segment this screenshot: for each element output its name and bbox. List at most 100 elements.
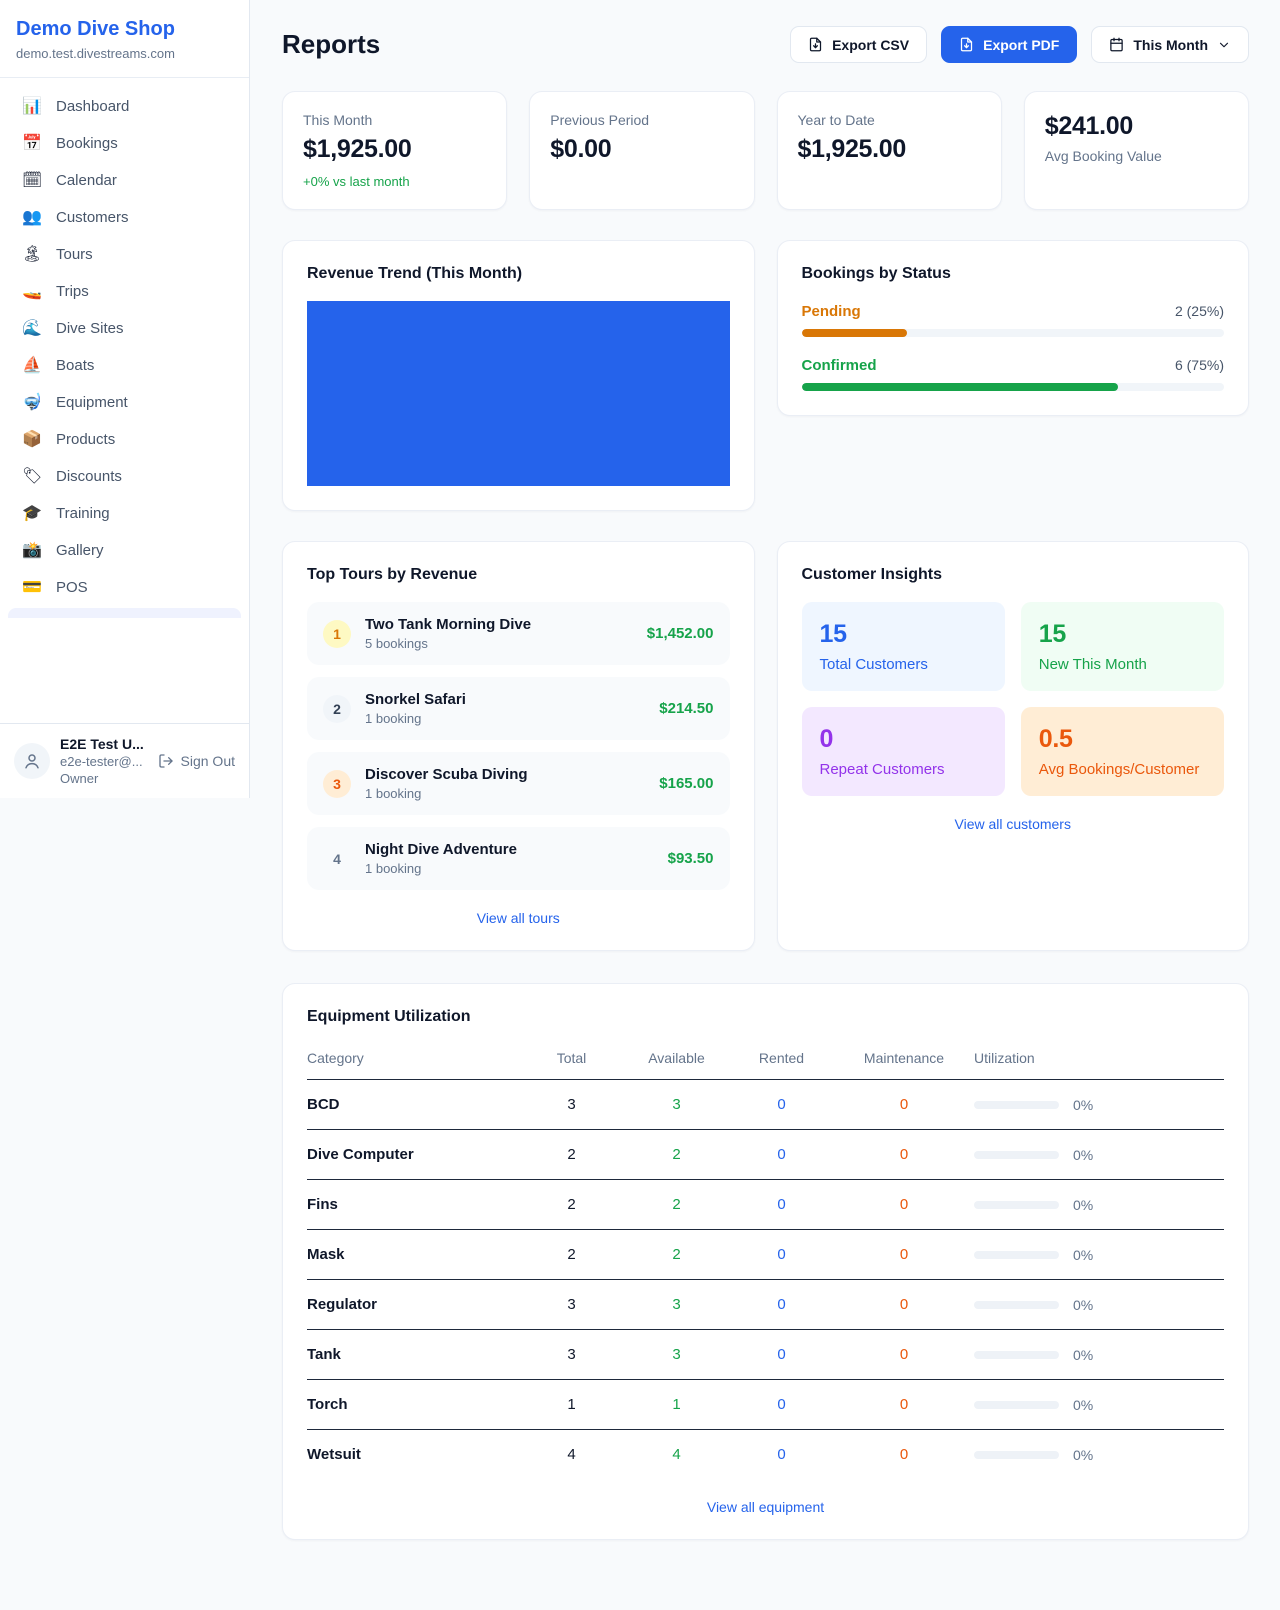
view-all-tours-link[interactable]: View all tours [476,910,560,926]
user-info: E2E Test U... e2e-tester@... Owner [60,736,148,786]
bookings-icon: 📅 [22,134,42,152]
stat-label: Avg Booking Value [1044,148,1162,164]
revenue-trend-card: Revenue Trend (This Month) [282,240,755,511]
utilization-cell: 0% [974,1129,1224,1180]
customer-insights-title: Customer Insights [801,566,942,583]
sidebar-item-calendar[interactable]: 🗓 Calendar [8,162,241,199]
view-all-equipment-link[interactable]: View all equipment [706,1499,825,1515]
file-download-icon [809,37,822,52]
table-row: Torch 1 1 0 0 0% [307,1379,1224,1430]
sidebar-item-gallery[interactable]: 📸 Gallery [8,532,241,569]
period-dropdown[interactable]: This Month [1091,26,1249,63]
rank-badge: 1 [323,619,351,648]
utilization-percent: 0% [1073,1296,1094,1313]
sidebar-item-products[interactable]: 📦 Products [8,421,241,458]
column-header: Category [307,1040,519,1080]
insights-row: Top Tours by Revenue 1 Two Tank Morning D… [282,541,1249,951]
user-name: E2E Test U... [60,736,144,752]
stat-card: Year to Date $1,925.00 [776,91,1002,210]
table-cell: 0 [899,1446,909,1463]
insight-value: 15 [819,620,848,648]
pos-icon: 💳 [22,578,42,596]
sidebar-item-dashboard[interactable]: 📊 Dashboard [8,88,241,125]
sidebar-item-boats[interactable]: ⛵ Boats [8,347,241,384]
status-list: Pending 2 (25%) Confirmed 6 (75%) [801,303,1224,391]
table-cell: 3 [519,1329,624,1380]
sidebar-item-tours[interactable]: 🏝 Tours [8,236,241,273]
table-cell: 2 [624,1179,729,1230]
sign-out-icon [158,754,173,768]
utilization-bar [974,1350,1059,1359]
utilization-percent: 0% [1073,1146,1094,1163]
tour-info: Snorkel Safari 1 booking [365,691,645,726]
user-role: Owner [60,771,99,786]
utilization-bar [974,1400,1059,1409]
table-row: Tank 3 3 0 0 0% [307,1329,1224,1380]
table-cell: 0 [834,1379,974,1430]
table-cell: Tank [307,1329,519,1380]
equipment-table-header: Category Total Available Rented Maintenance U… [307,1040,1224,1080]
tour-revenue: $165.00 [659,775,714,792]
tour-name: Discover Scuba Diving [365,766,528,783]
table-cell: Mask [307,1229,519,1280]
calendar-icon: 🗓 [22,171,43,189]
column-header: Rented [729,1040,834,1080]
status-bar-track [801,329,1224,337]
training-icon: 🎓 [22,504,42,522]
table-cell: Torch [307,1379,519,1430]
tour-list: 1 Two Tank Morning Dive 5 bookings $1,452.0… [307,602,730,890]
page-title: Reports [282,29,381,59]
utilization-percent: 0% [1073,1396,1094,1413]
view-all-customers-link[interactable]: View all customers [954,816,1071,832]
column-header: Available [624,1040,729,1080]
sidebar-item-pos[interactable]: 💳 POS [8,569,241,606]
sidebar-item-trips[interactable]: 🚤 Trips [8,273,241,310]
status-bar-track [801,383,1224,391]
status-label: Confirmed [801,357,877,374]
sidebar-item-label: Calendar [56,172,117,189]
table-cell: 0 [834,1229,974,1280]
nav-active-item-partial[interactable] [8,608,241,618]
table-cell: 1 [624,1379,729,1430]
bookings-by-status-title: Bookings by Status [801,265,951,282]
sign-out-button[interactable]: Sign Out [158,753,235,769]
insight-tile: 0.5 Avg Bookings/Customer [1020,707,1224,796]
equipment-utilization-card: Equipment Utilization Category Total Avail… [282,983,1249,1540]
utilization-cell: 0% [974,1379,1224,1430]
bookings-by-status-card: Bookings by Status Pending 2 (25%) Confirm… [776,240,1249,416]
table-cell: BCD [307,1079,519,1130]
sidebar-item-discounts[interactable]: 🏷 Discounts [8,458,241,495]
products-icon: 📦 [22,430,42,448]
customers-icon: 👥 [22,208,42,226]
chevron-down-icon [1219,42,1229,47]
utilization-percent: 0% [1073,1196,1094,1213]
sidebar-item-label: Trips [56,283,89,300]
table-row: Regulator 3 3 0 0 0% [307,1279,1224,1330]
trips-icon: 🚤 [22,282,42,300]
sidebar-item-customers[interactable]: 👥 Customers [8,199,241,236]
table-cell: 3 [519,1079,624,1130]
sidebar-item-training[interactable]: 🎓 Training [8,495,241,532]
sidebar-item-label: Boats [56,357,95,374]
tour-info: Night Dive Adventure 1 booking [365,841,654,876]
tour-name: Night Dive Adventure [365,841,517,858]
user-email: e2e-tester@... [60,754,143,769]
stat-delta: +0% vs last month [303,174,410,189]
table-cell: 0 [729,1129,834,1180]
export-csv-button[interactable]: Export CSV [790,26,928,63]
shop-name: Demo Dive Shop [16,18,175,40]
table-cell: 0 [834,1179,974,1230]
stat-label: Previous Period [550,112,650,128]
table-cell: 0 [834,1329,974,1380]
stat-label: Year to Date [797,112,875,128]
stat-card: This Month $1,925.00 +0% vs last month [282,91,508,210]
table-row: Dive Computer 2 2 0 0 0% [307,1129,1224,1180]
sidebar-item-bookings[interactable]: 📅 Bookings [8,125,241,162]
export-pdf-button[interactable]: Export PDF [941,26,1078,63]
column-header: Utilization [974,1040,1224,1080]
sidebar-item-dive-sites[interactable]: 🌊 Dive Sites [8,310,241,347]
sidebar-item-equipment[interactable]: 🤿 Equipment [8,384,241,421]
utilization-bar [974,1200,1059,1209]
utilization-bar [974,1150,1059,1159]
